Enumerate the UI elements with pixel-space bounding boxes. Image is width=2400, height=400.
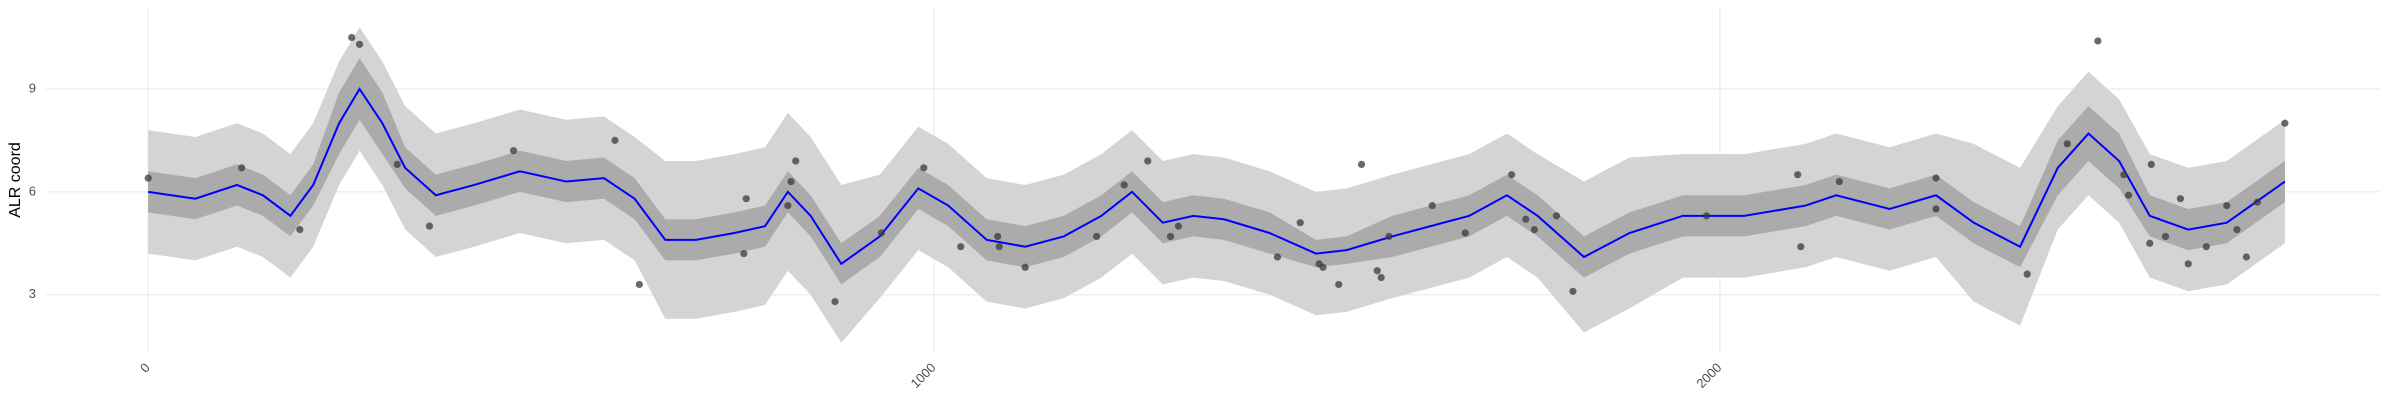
data-point	[1508, 171, 1516, 179]
confidence-band	[148, 58, 2285, 285]
data-point	[509, 147, 518, 155]
data-point	[296, 225, 304, 234]
data-point	[831, 297, 839, 306]
y-tick-label: 9	[29, 80, 36, 95]
data-point	[787, 177, 795, 186]
data-point	[1552, 212, 1561, 220]
data-point	[1702, 212, 1711, 220]
data-point	[1166, 232, 1175, 241]
data-point	[611, 136, 619, 144]
data-point	[994, 232, 1002, 241]
data-point	[2233, 225, 2241, 234]
data-point	[1144, 157, 1152, 165]
data-point	[2281, 119, 2289, 127]
data-point	[1373, 267, 1381, 275]
data-point	[348, 33, 356, 42]
data-point	[1093, 232, 1101, 241]
data-point	[1273, 253, 1282, 261]
data-point	[1797, 243, 1805, 251]
data-point	[1835, 177, 1843, 186]
data-point	[2161, 232, 2170, 241]
data-point	[2242, 253, 2251, 261]
data-point	[1357, 160, 1366, 168]
data-point	[2124, 191, 2133, 199]
confidence-band	[148, 27, 2285, 343]
data-point	[1319, 263, 1327, 271]
data-point	[425, 222, 434, 230]
data-point	[393, 160, 401, 168]
data-point	[2147, 160, 2155, 168]
data-point	[1569, 287, 1577, 295]
x-tick-label: 0	[137, 360, 153, 376]
data-point	[2146, 239, 2154, 247]
data-point	[2202, 243, 2210, 251]
data-point	[1377, 273, 1385, 282]
data-point	[740, 249, 748, 258]
data-point	[1120, 181, 1128, 189]
data-point	[2253, 198, 2262, 206]
data-point	[238, 164, 246, 172]
data-point	[2023, 270, 2031, 278]
data-point	[1174, 222, 1183, 230]
data-point	[877, 229, 885, 237]
data-point	[784, 201, 792, 210]
x-tick-label: 2000	[1693, 360, 1724, 391]
data-point	[1932, 174, 1940, 182]
data-point	[1461, 229, 1469, 237]
data-point	[635, 280, 643, 289]
data-point	[2176, 195, 2184, 203]
data-point	[2223, 201, 2231, 210]
y-tick-label: 6	[29, 183, 36, 198]
data-point	[957, 243, 965, 251]
data-point	[1522, 215, 1530, 223]
data-point	[2184, 260, 2192, 268]
data-point	[2063, 140, 2071, 148]
y-tick-label: 3	[29, 286, 36, 301]
data-point	[144, 174, 152, 182]
x-tick-label: 1000	[908, 360, 939, 391]
data-point	[920, 164, 928, 172]
data-point	[2120, 171, 2128, 179]
fit-line	[148, 87, 2286, 266]
data-point	[995, 243, 1003, 251]
data-point	[1428, 201, 1436, 210]
data-point	[2094, 37, 2102, 45]
y-axis-title: ALR coord	[7, 142, 24, 218]
data-point	[355, 40, 364, 48]
data-point	[1794, 171, 1802, 179]
data-point	[1021, 263, 1029, 271]
data-point	[1335, 280, 1343, 289]
data-point	[1932, 205, 1940, 213]
data-point	[1385, 232, 1393, 241]
data-point	[1296, 219, 1304, 227]
data-point	[1530, 225, 1539, 234]
data-point	[742, 195, 750, 203]
data-point	[792, 157, 800, 165]
